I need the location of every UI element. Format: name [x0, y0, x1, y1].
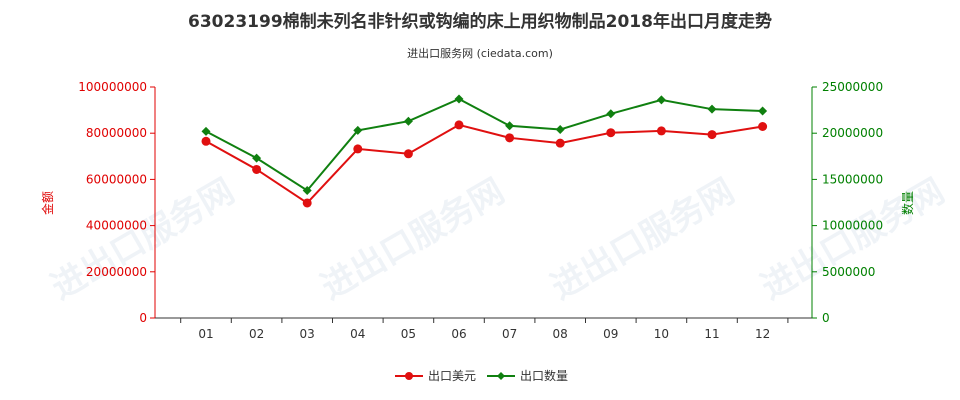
legend: 出口美元 出口数量	[395, 368, 568, 383]
data-point	[454, 94, 464, 104]
right-axis-tick-label: 25000000	[822, 80, 883, 94]
left-axis-tick-label: 40000000	[86, 219, 147, 233]
data-point	[656, 126, 666, 136]
data-point	[606, 128, 616, 138]
data-point	[758, 122, 768, 132]
x-axis-tick-label: 02	[249, 327, 264, 341]
x-axis-tick-label: 01	[198, 327, 213, 341]
series-line	[205, 97, 763, 192]
left-axis-tick-label: 100000000	[78, 80, 147, 94]
right-axis-tick-label: 20000000	[822, 126, 883, 140]
x-axis-tick-label: 05	[401, 327, 416, 341]
chart-title: 63023199棉制未列名非针织或钩编的床上用织物制品2018年出口月度走势	[188, 11, 772, 32]
watermark-text: 进出口服务网	[545, 171, 742, 308]
right-axis-title: 数量	[900, 191, 915, 215]
x-axis-tick-label: 07	[502, 327, 517, 341]
legend-label: 出口美元	[428, 369, 476, 383]
data-point	[454, 120, 464, 130]
data-point	[403, 149, 413, 159]
right-axis-tick-label: 0	[822, 311, 830, 325]
chart-subtitle: 进出口服务网 (ciedata.com)	[407, 46, 553, 60]
right-axis-tick-label: 10000000	[822, 219, 883, 233]
left-axis-tick-label: 0	[139, 311, 147, 325]
data-point	[252, 153, 262, 163]
data-point	[555, 125, 565, 135]
data-point	[302, 198, 312, 208]
data-point	[201, 136, 211, 146]
data-point	[656, 95, 666, 105]
data-point	[505, 133, 515, 143]
right-axis-tick-label: 5000000	[822, 265, 875, 279]
data-point	[707, 130, 717, 140]
plot-area	[201, 94, 768, 208]
data-point	[201, 126, 211, 136]
legend-marker	[497, 372, 505, 380]
legend-marker	[405, 372, 413, 380]
series-line	[205, 123, 763, 205]
watermark-text: 进出口服务网	[45, 171, 242, 308]
watermark-text: 进出口服务网	[315, 171, 512, 308]
right-axis-tick-label: 15000000	[822, 172, 883, 186]
data-point	[252, 164, 262, 174]
data-point	[403, 116, 413, 126]
data-point	[505, 121, 515, 131]
x-axis-tick-label: 06	[451, 327, 466, 341]
data-point	[707, 104, 717, 114]
left-axis-title: 金额	[40, 191, 55, 215]
left-axis-tick-label: 20000000	[86, 265, 147, 279]
left-axis-tick-label: 60000000	[86, 172, 147, 186]
data-point	[555, 138, 565, 148]
axes: 0 20000000 40000000 60000000 80000000 1000000…	[78, 80, 883, 341]
watermark-text: 进出口服务网	[755, 171, 952, 308]
data-point	[758, 106, 768, 116]
x-axis-tick-label: 11	[704, 327, 719, 341]
x-axis-tick-label: 04	[350, 327, 365, 341]
x-axis-tick-label: 09	[603, 327, 618, 341]
watermark-layer: 进出口服务网 进出口服务网 进出口服务网 进出口服务网	[45, 171, 952, 308]
data-point	[606, 109, 616, 119]
x-axis-tick-label: 12	[755, 327, 770, 341]
x-axis-tick-label: 10	[654, 327, 669, 341]
legend-label: 出口数量	[520, 368, 568, 383]
left-axis-tick-label: 80000000	[86, 126, 147, 140]
x-axis-tick-label: 08	[553, 327, 568, 341]
data-point	[353, 125, 363, 135]
x-axis-tick-label: 03	[300, 327, 315, 341]
data-point	[353, 144, 363, 154]
data-point	[302, 185, 312, 195]
